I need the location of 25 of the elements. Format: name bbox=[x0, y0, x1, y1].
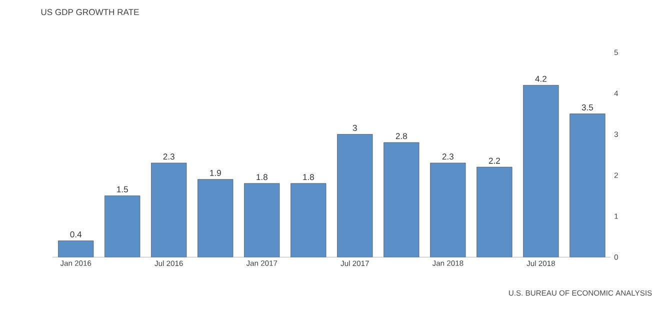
bar bbox=[104, 196, 140, 258]
bar bbox=[430, 162, 466, 258]
chart-title: US GDP GROWTH RATE bbox=[41, 9, 139, 16]
data-label: 1.8 bbox=[256, 174, 268, 180]
data-label: 4.2 bbox=[535, 76, 546, 82]
data-label: 1.5 bbox=[117, 186, 128, 193]
bar bbox=[198, 179, 234, 258]
bar bbox=[476, 167, 512, 258]
bar bbox=[570, 114, 606, 258]
data-label: 2.3 bbox=[442, 154, 454, 160]
data-label: 0.4 bbox=[70, 232, 82, 238]
bar bbox=[58, 240, 94, 258]
data-label: 2.8 bbox=[396, 133, 407, 140]
data-label: 1.9 bbox=[210, 170, 221, 176]
data-label: 1.8 bbox=[303, 174, 314, 180]
bar bbox=[244, 183, 280, 258]
bar bbox=[151, 162, 187, 258]
bar bbox=[290, 183, 326, 258]
data-label: 3.5 bbox=[582, 104, 594, 111]
data-label: 2.2 bbox=[488, 158, 500, 164]
bar bbox=[384, 142, 420, 258]
bar bbox=[337, 134, 373, 258]
bar bbox=[523, 85, 559, 258]
data-label: 2.3 bbox=[163, 154, 174, 160]
data-label: 3 bbox=[352, 125, 357, 132]
